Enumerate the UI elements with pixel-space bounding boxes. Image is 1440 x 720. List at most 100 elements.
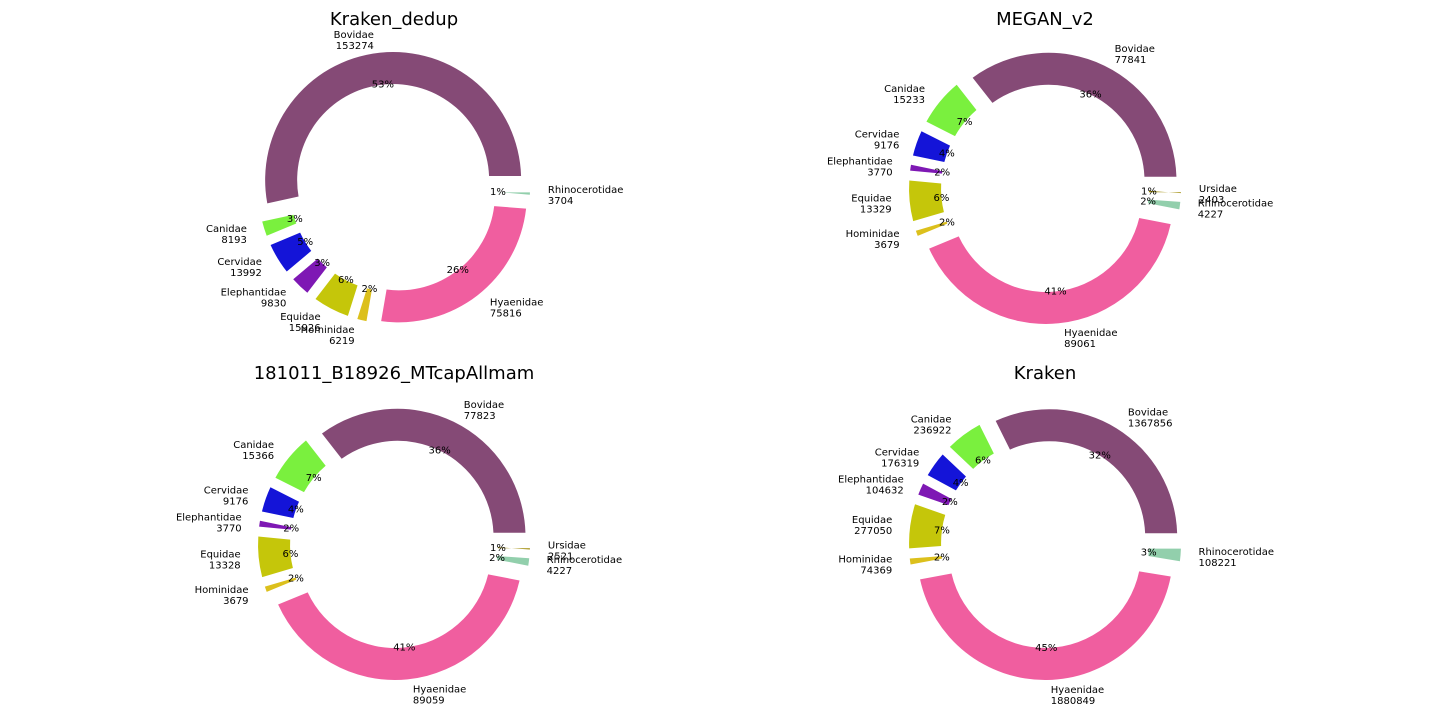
slice-hyaenidae xyxy=(920,571,1171,680)
slice-equidae xyxy=(909,504,946,549)
slice-name-label: Canidae xyxy=(884,84,925,95)
slice-ursidae xyxy=(1148,190,1181,194)
slice-name-label: Rhinocerotidae xyxy=(1199,547,1275,558)
pct-label-hyaenidae: 45% xyxy=(1035,643,1057,654)
slice-value-label: 75816 xyxy=(490,309,522,320)
slice-value-label: 1367856 xyxy=(1128,418,1173,429)
donut-chart-3: 181011_B18926_MTcapAllmam 36% Bovidae77823… xyxy=(176,363,622,706)
pct-label-elephantidae: 2% xyxy=(283,523,299,534)
slice-name-label: Equidae xyxy=(200,549,240,560)
slice-elephantidae xyxy=(910,164,943,174)
pct-label-bovidae: 36% xyxy=(429,446,451,457)
slice-name-label: Rhinocerotidae xyxy=(1198,198,1274,209)
slice-name-label: Bovidae xyxy=(464,400,504,411)
pct-label-equidae: 6% xyxy=(338,275,354,286)
slice-value-label: 89059 xyxy=(413,695,445,706)
slice-value-label: 6219 xyxy=(329,336,354,347)
slice-value-label: 77841 xyxy=(1115,55,1147,66)
slice-name-label: Hominidae xyxy=(301,325,355,336)
slice-value-label: 9176 xyxy=(874,141,899,152)
slice-value-label: 4227 xyxy=(1198,209,1223,220)
slice-value-label: 9176 xyxy=(223,497,248,508)
slice-hominidae xyxy=(357,288,372,322)
chart-title: MEGAN_v2 xyxy=(996,9,1094,30)
chart-title: 181011_B18926_MTcapAllmam xyxy=(254,363,535,384)
slice-name-label: Equidae xyxy=(852,515,892,526)
slice-hyaenidae xyxy=(278,574,520,680)
pct-label-equidae: 6% xyxy=(283,549,299,560)
pct-label-hominidae: 2% xyxy=(934,552,950,563)
slice-value-label: 108221 xyxy=(1199,558,1237,569)
slice-value-label: 2521 xyxy=(548,551,573,562)
slice-hominidae xyxy=(915,221,948,236)
pct-label-elephantidae: 2% xyxy=(934,167,950,178)
pct-label-hyaenidae: 41% xyxy=(1044,286,1066,297)
slice-name-label: Hyaenidae xyxy=(1064,328,1117,339)
slice-value-label: 153274 xyxy=(336,41,374,52)
pct-label-canidae: 3% xyxy=(287,214,303,225)
pct-label-bovidae: 53% xyxy=(372,80,394,91)
slice-name-label: Hyaenidae xyxy=(490,298,543,309)
slice-value-label: 89061 xyxy=(1064,339,1096,350)
pct-label-cervidae: 5% xyxy=(297,237,313,248)
slice-value-label: 3770 xyxy=(216,524,241,535)
pct-label-ursidae: 1% xyxy=(490,543,506,554)
slice-value-label: 3679 xyxy=(223,596,248,607)
slice-value-label: 104632 xyxy=(866,485,904,496)
slice-value-label: 13328 xyxy=(209,560,241,571)
slice-name-label: Elephantidae xyxy=(838,474,904,485)
slice-hominidae xyxy=(909,556,943,565)
pct-label-bovidae: 32% xyxy=(1089,451,1111,462)
slice-hyaenidae xyxy=(381,206,527,323)
slice-value-label: 8193 xyxy=(221,235,246,246)
slice-name-label: Hyaenidae xyxy=(413,684,466,695)
pct-label-cervidae: 4% xyxy=(953,478,969,489)
slice-canidae xyxy=(262,214,297,236)
slice-hyaenidae xyxy=(929,218,1171,324)
slice-name-label: Ursidae xyxy=(1199,184,1237,195)
slice-elephantidae xyxy=(259,520,292,530)
slice-name-label: Cervidae xyxy=(204,486,249,497)
pct-label-rhinocerotidae: 2% xyxy=(1140,196,1156,207)
chart-title: Kraken xyxy=(1014,363,1077,384)
pct-label-hominidae: 2% xyxy=(361,284,377,295)
slice-name-label: Cervidae xyxy=(875,447,920,458)
slice-value-label: 3770 xyxy=(867,168,892,179)
pct-label-equidae: 6% xyxy=(934,193,950,204)
slice-bovidae xyxy=(265,52,522,204)
slice-value-label: 9830 xyxy=(261,298,286,309)
pct-label-hominidae: 2% xyxy=(939,218,955,229)
slice-name-label: Elephantidae xyxy=(221,287,287,298)
slice-value-label: 1880849 xyxy=(1051,696,1096,707)
slice-value-label: 277050 xyxy=(854,526,892,537)
pct-label-equidae: 7% xyxy=(934,525,950,536)
slice-name-label: Canidae xyxy=(233,440,274,451)
pct-label-elephantidae: 2% xyxy=(942,497,958,508)
slice-value-label: 4227 xyxy=(547,566,572,577)
slice-bovidae xyxy=(321,408,526,533)
slice-cervidae xyxy=(261,487,300,519)
pct-label-cervidae: 4% xyxy=(939,149,955,160)
slice-name-label: Hyaenidae xyxy=(1051,685,1104,696)
slice-name-label: Ursidae xyxy=(548,540,586,551)
slice-ursidae xyxy=(497,547,530,550)
slice-name-label: Rhinocerotidae xyxy=(548,185,624,196)
slice-equidae xyxy=(909,180,944,222)
pct-label-hominidae: 2% xyxy=(288,574,304,585)
pct-label-rhinocerotidae: 1% xyxy=(490,187,506,198)
slice-elephantidae xyxy=(293,258,327,293)
slice-value-label: 77823 xyxy=(464,411,496,422)
pct-label-elephantidae: 3% xyxy=(314,258,330,269)
slice-name-label: Bovidae xyxy=(334,30,374,41)
slice-equidae xyxy=(315,273,358,316)
slice-equidae xyxy=(258,536,293,578)
pct-label-cervidae: 4% xyxy=(288,505,304,516)
slice-rhinocerotidae xyxy=(496,555,530,566)
slice-value-label: 15233 xyxy=(893,95,925,106)
slice-name-label: Elephantidae xyxy=(827,157,893,168)
